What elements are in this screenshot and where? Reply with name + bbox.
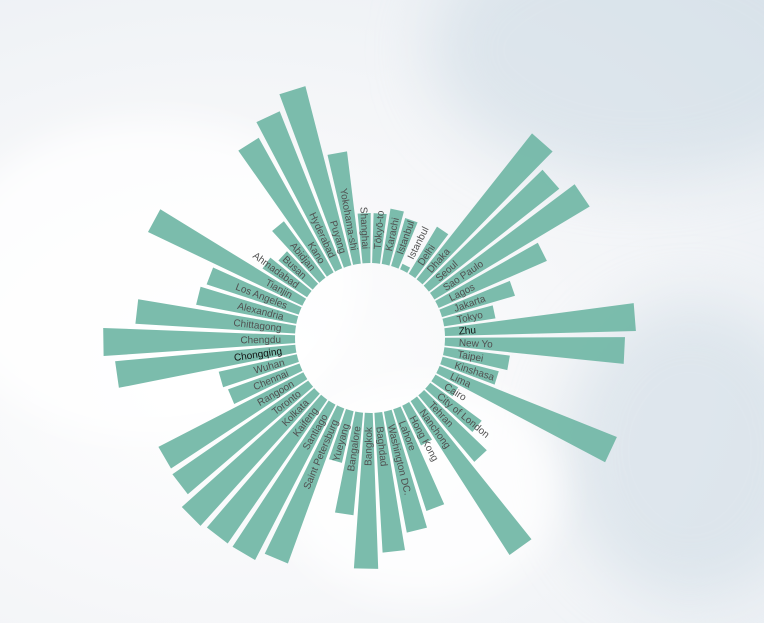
bar-chongqing: [115, 344, 297, 388]
label-bangkok: Bangkok: [363, 426, 375, 466]
bar-tehran: [418, 390, 487, 462]
bar-istanbul: [391, 218, 418, 269]
bar-t-ky-to: [372, 213, 387, 264]
bar-kaifeng: [206, 394, 328, 544]
label-baghdad: Baghdad: [373, 426, 388, 467]
bar-nanchong: [410, 396, 532, 555]
bar-bangkok: [353, 412, 379, 569]
bar-busan: [278, 251, 319, 290]
bar-tokyo: [442, 305, 496, 327]
label-chengdu: Chengdu: [240, 335, 281, 347]
bar-kano: [238, 137, 334, 277]
bar-los-angeles: [206, 267, 302, 315]
bar-bangalore: [335, 411, 364, 516]
bar-taipei: [443, 347, 510, 371]
bar-karachi: [381, 208, 404, 266]
bar-lima: [436, 365, 617, 463]
bar-seoul: [423, 169, 560, 292]
bar-jakarta: [439, 280, 515, 318]
bar-yokohama-shi: [327, 151, 361, 265]
bar-delhi: [408, 226, 449, 279]
bar-sao-paulo: [430, 184, 590, 300]
bar-zhu: [444, 303, 636, 336]
label-taipei: Taipei: [456, 349, 484, 364]
bar-alexandria: [196, 286, 299, 324]
label-t-ky-to: Tōkyō-to: [373, 210, 387, 250]
bar-ahmadabad: [262, 257, 312, 298]
bar-chengdu: [103, 328, 296, 356]
bar-toronto: [172, 380, 314, 495]
bar-chennai: [228, 363, 303, 404]
bar-wuhan: [218, 354, 299, 388]
label-tokyo: Tokyo: [456, 310, 484, 326]
bar-kolkata: [181, 388, 320, 526]
bar-hyderabad: [256, 111, 343, 272]
bar-lahore: [393, 406, 445, 511]
label-chittagong: Chittagong: [233, 318, 282, 334]
bar-new-yo: [444, 337, 625, 364]
label-zhu: Zhu: [458, 325, 476, 337]
bar-tianjin: [148, 209, 307, 306]
bar-abidjan: [272, 221, 326, 283]
bar-santiago: [232, 400, 336, 560]
bar-baghdad: [374, 412, 405, 553]
bar-kinshasa: [440, 356, 499, 385]
bar-saint-petersburg: [264, 405, 345, 564]
bar-rangoon: [158, 372, 308, 469]
bar-washington-dc-: [383, 409, 427, 533]
bar-istanbul: [400, 263, 411, 273]
label-shanghai: Shanghai: [357, 207, 370, 250]
bar-shanghai: [357, 213, 371, 264]
bar-chittagong: [135, 299, 296, 334]
bar-puyang: [279, 86, 352, 268]
bar-cairo: [431, 374, 459, 397]
bar-city-of-london: [425, 382, 482, 432]
bar-dhaka: [416, 133, 553, 285]
bar-yueyang: [329, 409, 354, 463]
label-new-yo: New Yo: [459, 338, 494, 351]
bar-lagos: [435, 242, 547, 308]
bars-group: [103, 86, 636, 569]
bar-hong-kong: [402, 402, 432, 446]
